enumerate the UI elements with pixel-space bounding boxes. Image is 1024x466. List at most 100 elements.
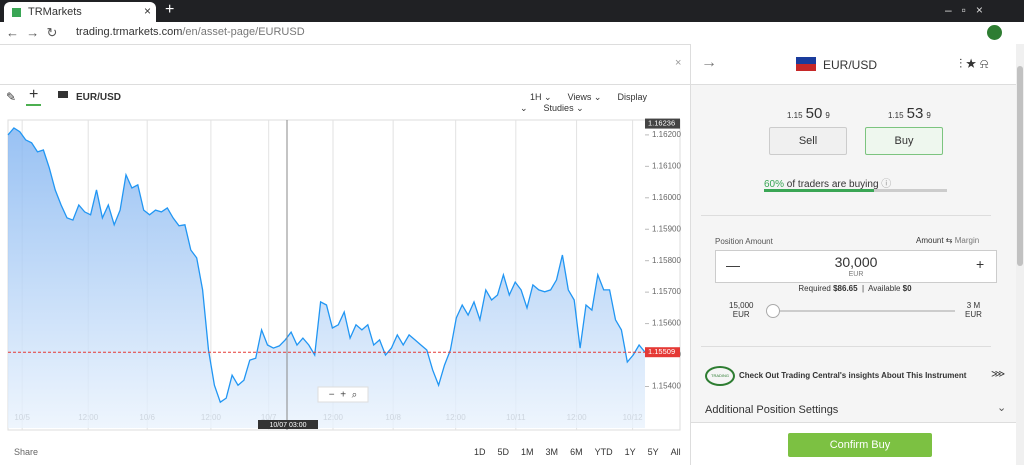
toolbar-menu[interactable]: 1H (530, 92, 542, 102)
tc-logo: TRADING CENTRAL (705, 366, 735, 386)
range-button[interactable]: 5D (497, 447, 510, 457)
sell-price: 1.15 50 9 (787, 105, 830, 122)
amount-currency: EUR (848, 271, 864, 278)
position-amount-label: Position Amount (715, 237, 773, 246)
slider-track (769, 310, 955, 312)
amount-margin[interactable]: Amount ⇆ Margin (916, 236, 980, 245)
range-button[interactable]: 6M (570, 447, 583, 457)
toolbar-menu[interactable]: Display (617, 92, 647, 102)
panel-footer: Confirm Buy (691, 422, 1016, 466)
window-controls[interactable]: – ▫ × (945, 3, 983, 17)
buy-prefix: 1.15 (888, 111, 904, 120)
area (8, 128, 645, 428)
sentiment-track (764, 189, 947, 192)
crosshair-tool[interactable]: + (26, 86, 42, 106)
y-tick-label: 1.16000 (652, 193, 681, 202)
sell-prefix: 1.15 (787, 111, 803, 120)
url[interactable]: trading.trmarkets.com/en/asset-page/EURU… (76, 26, 305, 38)
expand[interactable]: ⌄ (997, 402, 1007, 414)
sentiment-text: of traders are buying (786, 179, 879, 190)
share[interactable]: Share (14, 447, 39, 457)
range-button[interactable]: 3M (545, 447, 559, 457)
tc-text[interactable]: Check Out Trading Central's insights Abo… (739, 371, 967, 380)
range-button[interactable]: All (670, 447, 681, 457)
tab[interactable]: TRMarkets × (4, 2, 156, 22)
tab-close[interactable]: × (144, 4, 152, 18)
y-tick-label: 1.15800 (652, 256, 681, 265)
panel-symbol: EUR/USD (823, 58, 878, 72)
range-button[interactable]: 1Y (624, 447, 636, 457)
y-tick-label: 1.15700 (652, 287, 681, 296)
available-label: Available (868, 284, 901, 293)
slider-min: 15,000 EUR (729, 301, 753, 319)
max-currency: EUR (965, 310, 982, 319)
slider-thumb[interactable] (766, 304, 780, 318)
range-button[interactable]: YTD (594, 447, 613, 457)
y-tick-label: 1.15400 (652, 382, 681, 391)
amount-input[interactable]: — 30,000 EUR + (715, 250, 997, 283)
header-icons[interactable]: ⫶ ★ ⍾ (959, 56, 989, 71)
last-tag (645, 347, 680, 358)
high-tag-label: 1.16236 (648, 119, 675, 128)
new-tab[interactable]: + (165, 1, 175, 18)
chart-symbol: EUR/USD (76, 92, 122, 103)
max-amount: 3 M (966, 301, 981, 310)
buy-suffix: 9 (926, 111, 931, 120)
amount-label: Amount (916, 236, 944, 245)
address-bar: ← → ↻ trading.trmarkets.com/en/asset-pag… (0, 22, 1024, 45)
range-button[interactable]: 1D (474, 447, 486, 457)
y-tick-label: 1.16100 (652, 161, 681, 170)
additional-settings[interactable]: Additional Position Settings (705, 404, 839, 416)
y-tick-label: 1.15600 (652, 319, 681, 328)
range-buttons: 1D 5D 1M 3M 6M YTD 1Y 5Y All (468, 447, 687, 457)
price-line (7, 127, 646, 404)
buy-button[interactable]: Buy (865, 127, 943, 155)
panel-header: → EUR/USD ⫶ ★ ⍾ (691, 44, 1016, 85)
sell-button[interactable]: Sell (769, 127, 847, 155)
zoom-icons[interactable]: − + ⌕ (329, 390, 357, 401)
scrollbar[interactable] (1016, 44, 1024, 465)
required-label: Required (798, 284, 831, 293)
url-path: /en/asset-page/EURUSD (182, 26, 305, 38)
decrease[interactable]: — (726, 257, 740, 273)
zoom-controls[interactable] (317, 386, 369, 403)
confirm-button[interactable]: Confirm Buy (788, 433, 932, 457)
tab-bar: TRMarkets × + – ▫ × (0, 0, 1024, 22)
chart-header: × (0, 44, 690, 85)
y-tick-label: 1.16200 (652, 130, 681, 139)
min-currency: EUR (732, 310, 750, 319)
pencil-tool[interactable]: ✎ (6, 90, 17, 104)
high-tag (645, 118, 680, 129)
sell-suffix: 9 (825, 111, 830, 120)
crosshair-box (258, 420, 318, 429)
sentiment-value: 60% (764, 179, 785, 190)
increase[interactable]: + (976, 256, 985, 272)
min-amount: 15,000 (729, 301, 754, 310)
flag (796, 57, 816, 71)
collapse[interactable]: → (701, 54, 717, 71)
comment-tool[interactable] (58, 91, 68, 98)
chart: 10/512:0010/612:0010/712:0010/812:0010/1… (7, 118, 681, 431)
range-button[interactable]: 1M (521, 447, 534, 457)
buy-big: 53 (906, 105, 924, 122)
profile[interactable] (987, 25, 1002, 40)
tc-arrow[interactable]: ⋙ (991, 369, 1006, 380)
available-value: $0 (902, 284, 912, 293)
nav-buttons[interactable]: ← → ↻ (6, 25, 58, 40)
toolbar-menu[interactable]: Views (567, 92, 592, 102)
requirements: Required $86.65 | Available $0 (798, 284, 912, 293)
margin-label: Margin (954, 236, 980, 245)
slider-max: 3 M EUR (965, 301, 982, 319)
y-tick-label: 1.15900 (652, 224, 681, 233)
last-tag-label: 1.15509 (648, 347, 675, 356)
toolbar-menu[interactable]: Studies (543, 103, 574, 113)
required-value: $86.65 (833, 284, 858, 293)
close[interactable]: × (675, 57, 682, 69)
chart-toolbar: ✎ + EUR/USD 1H ⌄ Views ⌄ Display ⌄ Studies … (0, 85, 690, 113)
divider (690, 44, 691, 465)
separator (701, 346, 991, 347)
range-button[interactable]: 5Y (647, 447, 659, 457)
sentiment-bar (764, 189, 874, 192)
url-host: trading.trmarkets.com (76, 26, 183, 38)
